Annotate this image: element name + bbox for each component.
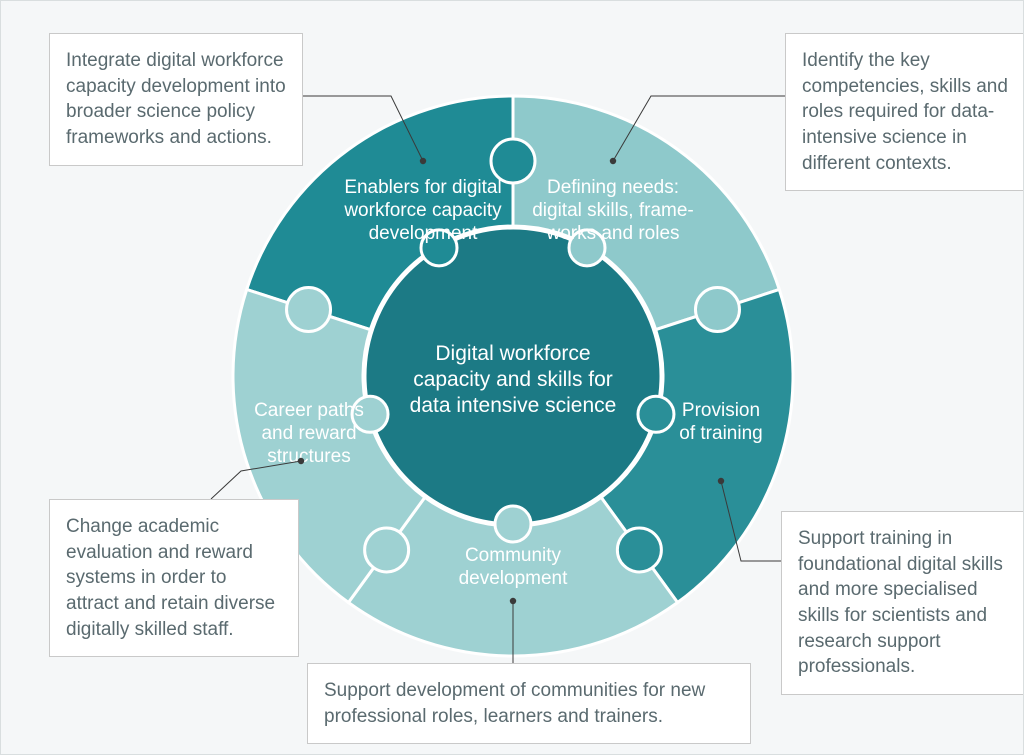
- center-notch: [638, 396, 674, 432]
- diagram-stage: Digital workforcecapacity and skills for…: [0, 0, 1024, 755]
- segment-label-career: Career pathsand rewardstructures: [254, 400, 364, 467]
- center-notch: [495, 506, 531, 542]
- puzzle-tab: [695, 288, 739, 332]
- callout-text: Change academic evaluation and reward sy…: [66, 516, 275, 640]
- leader-dot: [420, 158, 426, 164]
- center-title: Digital workforcecapacity and skills for…: [410, 342, 617, 417]
- leader-dot: [610, 158, 616, 164]
- callout-training: Support training in foundational digital…: [781, 511, 1024, 695]
- callout-text: Identify the key competencies, skills an…: [802, 50, 1008, 174]
- callout-defining: Identify the key competencies, skills an…: [785, 33, 1024, 191]
- callout-community: Support development of communities for n…: [307, 663, 751, 744]
- puzzle-tab: [617, 528, 661, 572]
- callout-text: Support development of communities for n…: [324, 680, 705, 727]
- callout-career: Change academic evaluation and reward sy…: [49, 499, 299, 657]
- leader-dot: [298, 458, 304, 464]
- puzzle-tab: [287, 288, 331, 332]
- leader-dot: [718, 478, 724, 484]
- puzzle-tab: [365, 528, 409, 572]
- callout-enablers: Integrate digital workforce capacity dev…: [49, 33, 303, 166]
- callout-text: Integrate digital workforce capacity dev…: [66, 50, 286, 148]
- callout-text: Support training in foundational digital…: [798, 528, 1003, 677]
- segment-label-defining: Defining needs:digital skills, frame-wor…: [532, 177, 694, 244]
- leader-dot: [510, 598, 516, 604]
